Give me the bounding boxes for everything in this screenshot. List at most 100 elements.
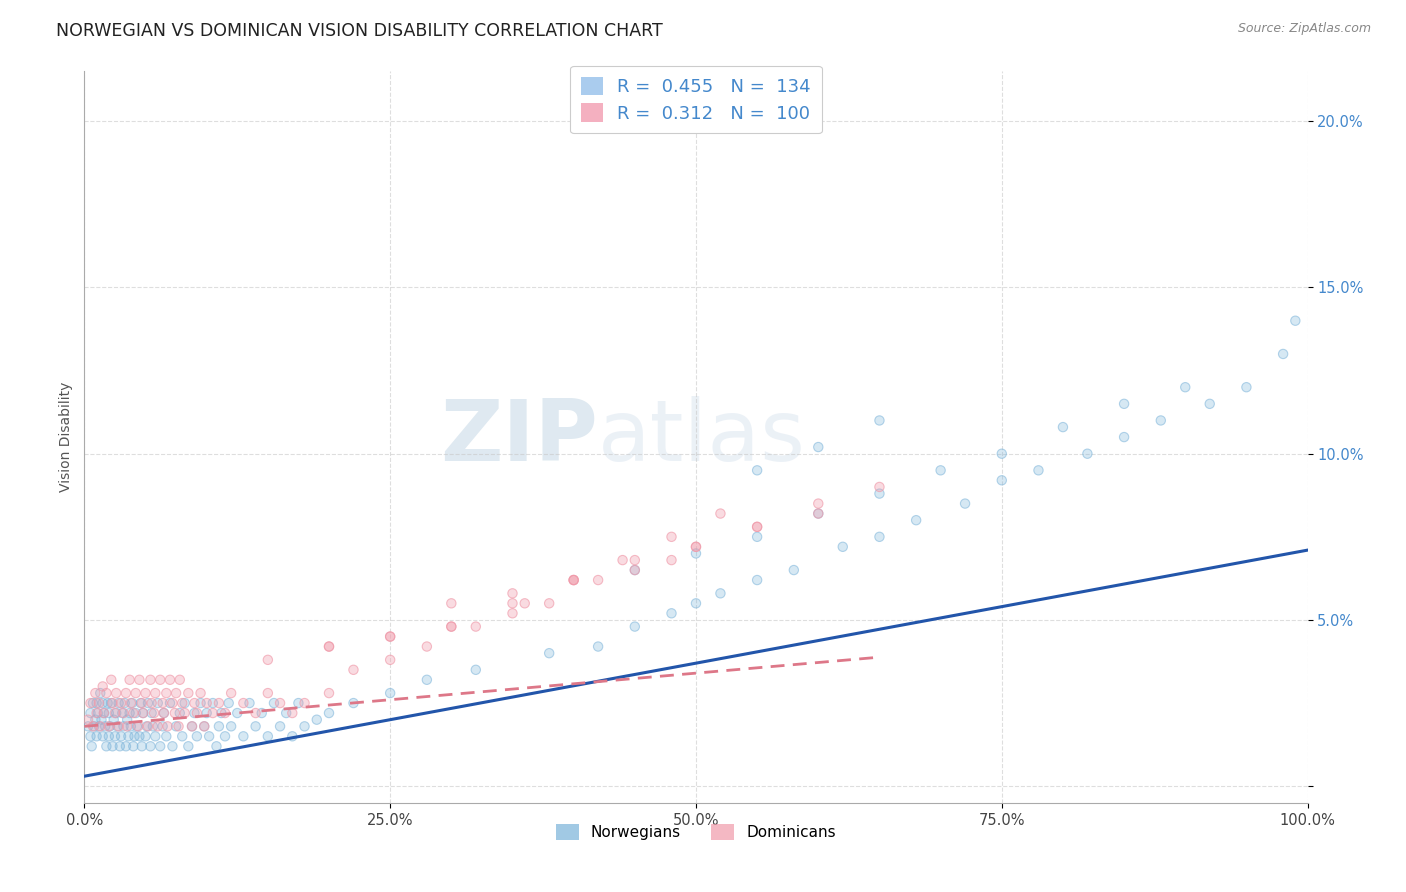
Point: [87, 719, 110, 733]
Point: [208, 719, 231, 733]
Point: [991, 473, 1014, 487]
Point: [169, 706, 191, 720]
Point: [173, 706, 195, 720]
Point: [163, 706, 186, 720]
Point: [91, 696, 114, 710]
Point: [1150, 413, 1173, 427]
Point: [108, 739, 131, 754]
Point: [208, 696, 231, 710]
Point: [294, 719, 316, 733]
Point: [219, 719, 242, 733]
Point: [90, 713, 112, 727]
Point: [131, 696, 153, 710]
Point: [142, 719, 165, 733]
Point: [318, 640, 340, 654]
Point: [869, 480, 891, 494]
Point: [624, 563, 647, 577]
Point: [143, 706, 166, 720]
Point: [1284, 314, 1306, 328]
Point: [263, 696, 285, 710]
Point: [783, 563, 806, 577]
Point: [173, 696, 195, 710]
Point: [807, 440, 830, 454]
Point: [79, 729, 101, 743]
Point: [208, 719, 231, 733]
Point: [103, 713, 125, 727]
Point: [87, 696, 110, 710]
Point: [257, 686, 280, 700]
Point: [117, 729, 139, 743]
Point: [165, 686, 187, 700]
Point: [562, 573, 585, 587]
Point: [1052, 420, 1074, 434]
Point: [747, 520, 769, 534]
Point: [624, 619, 647, 633]
Point: [146, 696, 169, 710]
Point: [132, 706, 155, 720]
Point: [105, 719, 128, 733]
Point: [77, 719, 100, 733]
Point: [318, 706, 340, 720]
Point: [281, 706, 304, 720]
Point: [120, 719, 142, 733]
Point: [232, 696, 254, 710]
Point: [502, 586, 524, 600]
Point: [135, 686, 157, 700]
Point: [86, 706, 108, 720]
Point: [201, 706, 224, 720]
Point: [167, 719, 190, 733]
Point: [82, 719, 104, 733]
Point: [238, 696, 260, 710]
Point: [624, 553, 647, 567]
Point: [153, 706, 176, 720]
Point: [183, 696, 205, 710]
Point: [177, 686, 200, 700]
Point: [141, 706, 163, 720]
Point: [502, 596, 524, 610]
Point: [219, 686, 242, 700]
Point: [318, 686, 340, 700]
Point: [287, 696, 309, 710]
Point: [162, 739, 184, 754]
Point: [624, 619, 647, 633]
Point: [139, 739, 162, 754]
Point: [91, 729, 114, 743]
Point: [105, 706, 128, 720]
Point: [661, 607, 683, 621]
Point: [105, 686, 128, 700]
Point: [953, 497, 976, 511]
Point: [143, 686, 166, 700]
Point: [79, 729, 101, 743]
Point: [77, 713, 100, 727]
Point: [1272, 347, 1295, 361]
Point: [122, 706, 145, 720]
Point: [108, 739, 131, 754]
Point: [141, 696, 163, 710]
Point: [89, 719, 111, 733]
Point: [661, 530, 683, 544]
Point: [105, 719, 128, 733]
Point: [101, 696, 124, 710]
Point: [257, 653, 280, 667]
Point: [149, 739, 172, 754]
Point: [94, 719, 117, 733]
Point: [139, 739, 162, 754]
Point: [747, 530, 769, 544]
Point: [195, 706, 218, 720]
Point: [380, 653, 402, 667]
Point: [991, 447, 1014, 461]
Point: [169, 706, 191, 720]
Point: [869, 486, 891, 500]
Point: [114, 696, 136, 710]
Point: [100, 673, 122, 687]
Point: [709, 586, 731, 600]
Point: [1028, 463, 1050, 477]
Point: [181, 719, 204, 733]
Point: [440, 619, 463, 633]
Point: [380, 686, 402, 700]
Point: [186, 729, 208, 743]
Point: [183, 696, 205, 710]
Point: [257, 686, 280, 700]
Point: [107, 696, 129, 710]
Point: [562, 573, 585, 587]
